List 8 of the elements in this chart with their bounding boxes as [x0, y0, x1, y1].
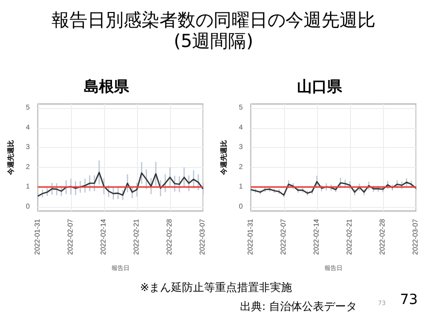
line-series [250, 181, 417, 196]
line-series [37, 172, 204, 197]
source-note: 出典: 自治体公表データ [240, 299, 358, 314]
chart-title: 山口県 [297, 78, 343, 96]
chart-title: 島根県 [84, 78, 130, 96]
text: ※まん延防止等重点措置非実施 [140, 280, 292, 295]
text: 73 [400, 292, 418, 308]
text: 報告日別感染者数の同曜日の今週先週比 (5週間隔) [50, 10, 376, 52]
